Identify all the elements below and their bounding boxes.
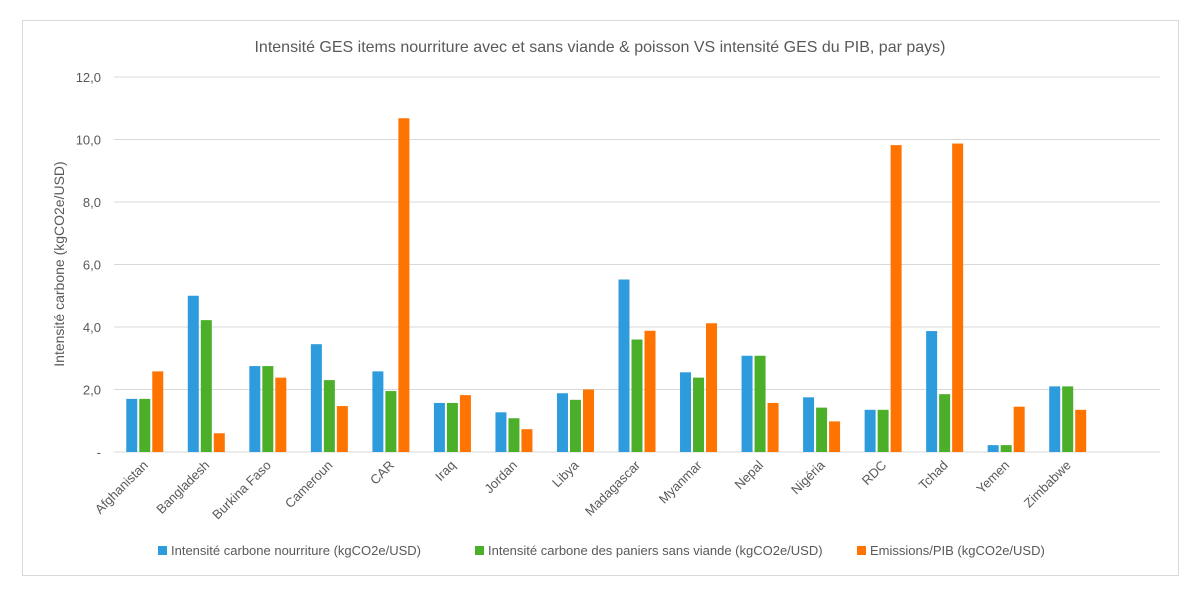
bar [249, 366, 261, 452]
bar [310, 344, 322, 452]
bar [187, 295, 199, 452]
bar [680, 372, 692, 452]
x-tick-label: RDC [859, 458, 890, 489]
bar [126, 398, 138, 452]
bar [152, 371, 164, 452]
bar [1075, 409, 1087, 452]
bar [200, 320, 212, 452]
bar [508, 418, 520, 452]
bar [631, 339, 643, 452]
bar [767, 402, 779, 452]
bar [569, 399, 581, 452]
bar [803, 397, 815, 452]
x-tick-label: CAR [367, 458, 397, 488]
gridlines [114, 76, 1160, 453]
y-tick-label: 4,0 [83, 320, 101, 335]
bar [754, 355, 766, 452]
bar [372, 371, 384, 452]
x-tick-label: Iraq [432, 458, 458, 484]
bar [521, 429, 533, 452]
bar [829, 421, 841, 452]
y-tick-label: 10,0 [76, 133, 101, 148]
x-tick-label: Jordan [481, 458, 520, 497]
bar [741, 355, 753, 452]
legend-label: Emissions/PIB (kgCO2e/USD) [870, 543, 1045, 558]
legend-swatch [475, 546, 484, 555]
bar [582, 389, 594, 452]
bar [816, 407, 828, 452]
legend-swatch [158, 546, 167, 555]
bar [890, 145, 902, 452]
bar [556, 393, 568, 452]
y-tick-label: 12,0 [76, 70, 101, 85]
bar [495, 412, 507, 452]
bar [446, 402, 458, 452]
bar [864, 409, 876, 452]
y-axis-ticks: - 2,0 4,0 6,0 8,0 10,0 12,0 [76, 70, 101, 460]
x-tick-label: Myanmar [656, 457, 705, 506]
bar [987, 445, 999, 452]
legend-swatch [857, 546, 866, 555]
bars [126, 118, 1087, 452]
bar [213, 433, 225, 452]
bar [336, 406, 348, 452]
y-tick-label: 2,0 [83, 383, 101, 398]
x-tick-label: Madagascar [582, 457, 644, 519]
x-tick-label: Bangladesh [153, 458, 212, 517]
legend: Intensité carbone nourriture (kgCO2e/USD… [158, 543, 1045, 558]
x-tick-label: Yemen [973, 458, 1012, 497]
bar [644, 330, 656, 452]
bar [952, 143, 964, 452]
bar [262, 366, 274, 452]
x-tick-label: Nepal [732, 457, 767, 492]
bar [877, 409, 889, 452]
bar [926, 331, 938, 452]
y-tick-label: - [97, 445, 101, 460]
bar [433, 402, 445, 452]
x-tick-label: Libya [549, 457, 582, 490]
x-tick-label: Tchad [916, 458, 951, 493]
x-tick-label: Afghanistan [92, 458, 151, 517]
bar [1062, 386, 1074, 452]
x-tick-label: Burkina Faso [209, 458, 274, 523]
bar [323, 380, 335, 452]
bar [939, 394, 951, 452]
bar [618, 279, 630, 452]
bar [1049, 386, 1061, 452]
bar [459, 395, 471, 452]
legend-label: Intensité carbone nourriture (kgCO2e/USD… [171, 543, 421, 558]
chart-title: Intensité GES items nourriture avec et s… [254, 39, 945, 56]
legend-label: Intensité carbone des paniers sans viand… [488, 543, 823, 558]
y-tick-label: 6,0 [83, 258, 101, 273]
bar [139, 398, 151, 452]
bar [275, 377, 287, 452]
x-tick-label: Cameroun [282, 458, 336, 512]
bar [706, 323, 718, 452]
x-tick-label: Zimbabwe [1021, 458, 1074, 511]
bar [385, 391, 397, 452]
bar [398, 118, 410, 452]
y-axis-label: Intensité carbone (kgCO2e/USD) [51, 161, 67, 366]
y-tick-label: 8,0 [83, 195, 101, 210]
x-tick-label: Nigéria [788, 457, 828, 497]
chart-frame [22, 20, 1179, 576]
bar [1013, 406, 1025, 452]
bar [693, 377, 705, 452]
bar [1000, 445, 1012, 452]
